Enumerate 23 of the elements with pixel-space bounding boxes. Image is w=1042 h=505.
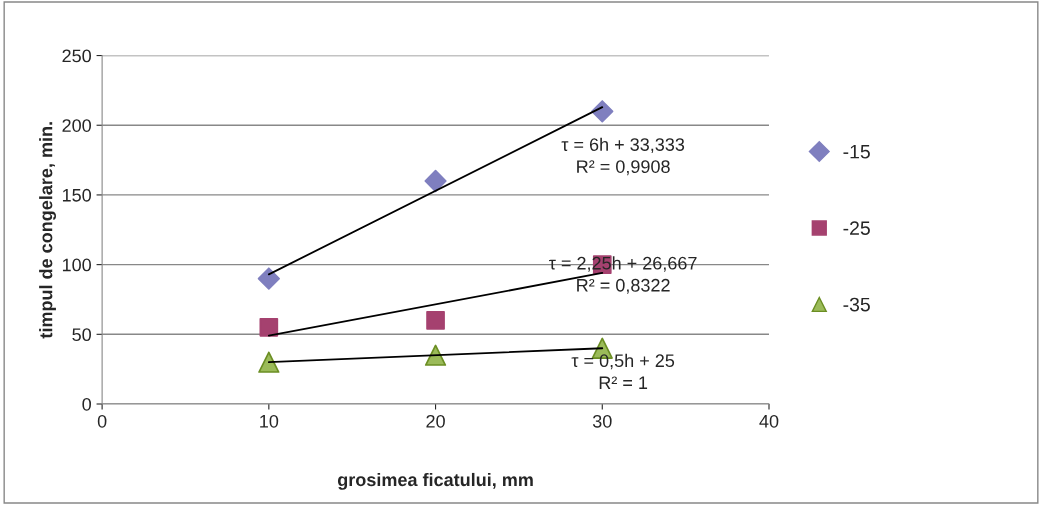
x-tick-label: 20	[426, 414, 445, 428]
x-tick-label: 10	[260, 414, 279, 428]
annotation: τ = 6h + 33,333 R² = 0,9908	[561, 137, 685, 176]
x-tick-label: 30	[592, 414, 612, 428]
point	[259, 318, 279, 337]
y-tick-label: 150	[62, 188, 91, 202]
x-axis-title: grosimea ficatului, mm	[337, 472, 533, 490]
point	[424, 169, 447, 193]
point	[257, 267, 280, 290]
y-tick-label: 100	[62, 258, 91, 272]
point	[258, 351, 280, 373]
y-tick-label: 250	[62, 49, 91, 63]
y-tick-label: 200	[62, 119, 91, 132]
y-tick-label: 0	[82, 397, 91, 411]
annotation: τ = 0,5h + 25 R² = 1	[571, 353, 675, 389]
y-axis-title: timpul de congelare, min.	[39, 122, 57, 339]
y-tick-label: 50	[72, 328, 91, 342]
legend-label: -25	[843, 221, 870, 235]
x-tick-label: 40	[759, 414, 779, 428]
point	[426, 311, 445, 330]
legend-label: -35	[843, 297, 870, 312]
legend-label: -15	[843, 144, 870, 159]
x-tick-label: 0	[97, 414, 107, 428]
